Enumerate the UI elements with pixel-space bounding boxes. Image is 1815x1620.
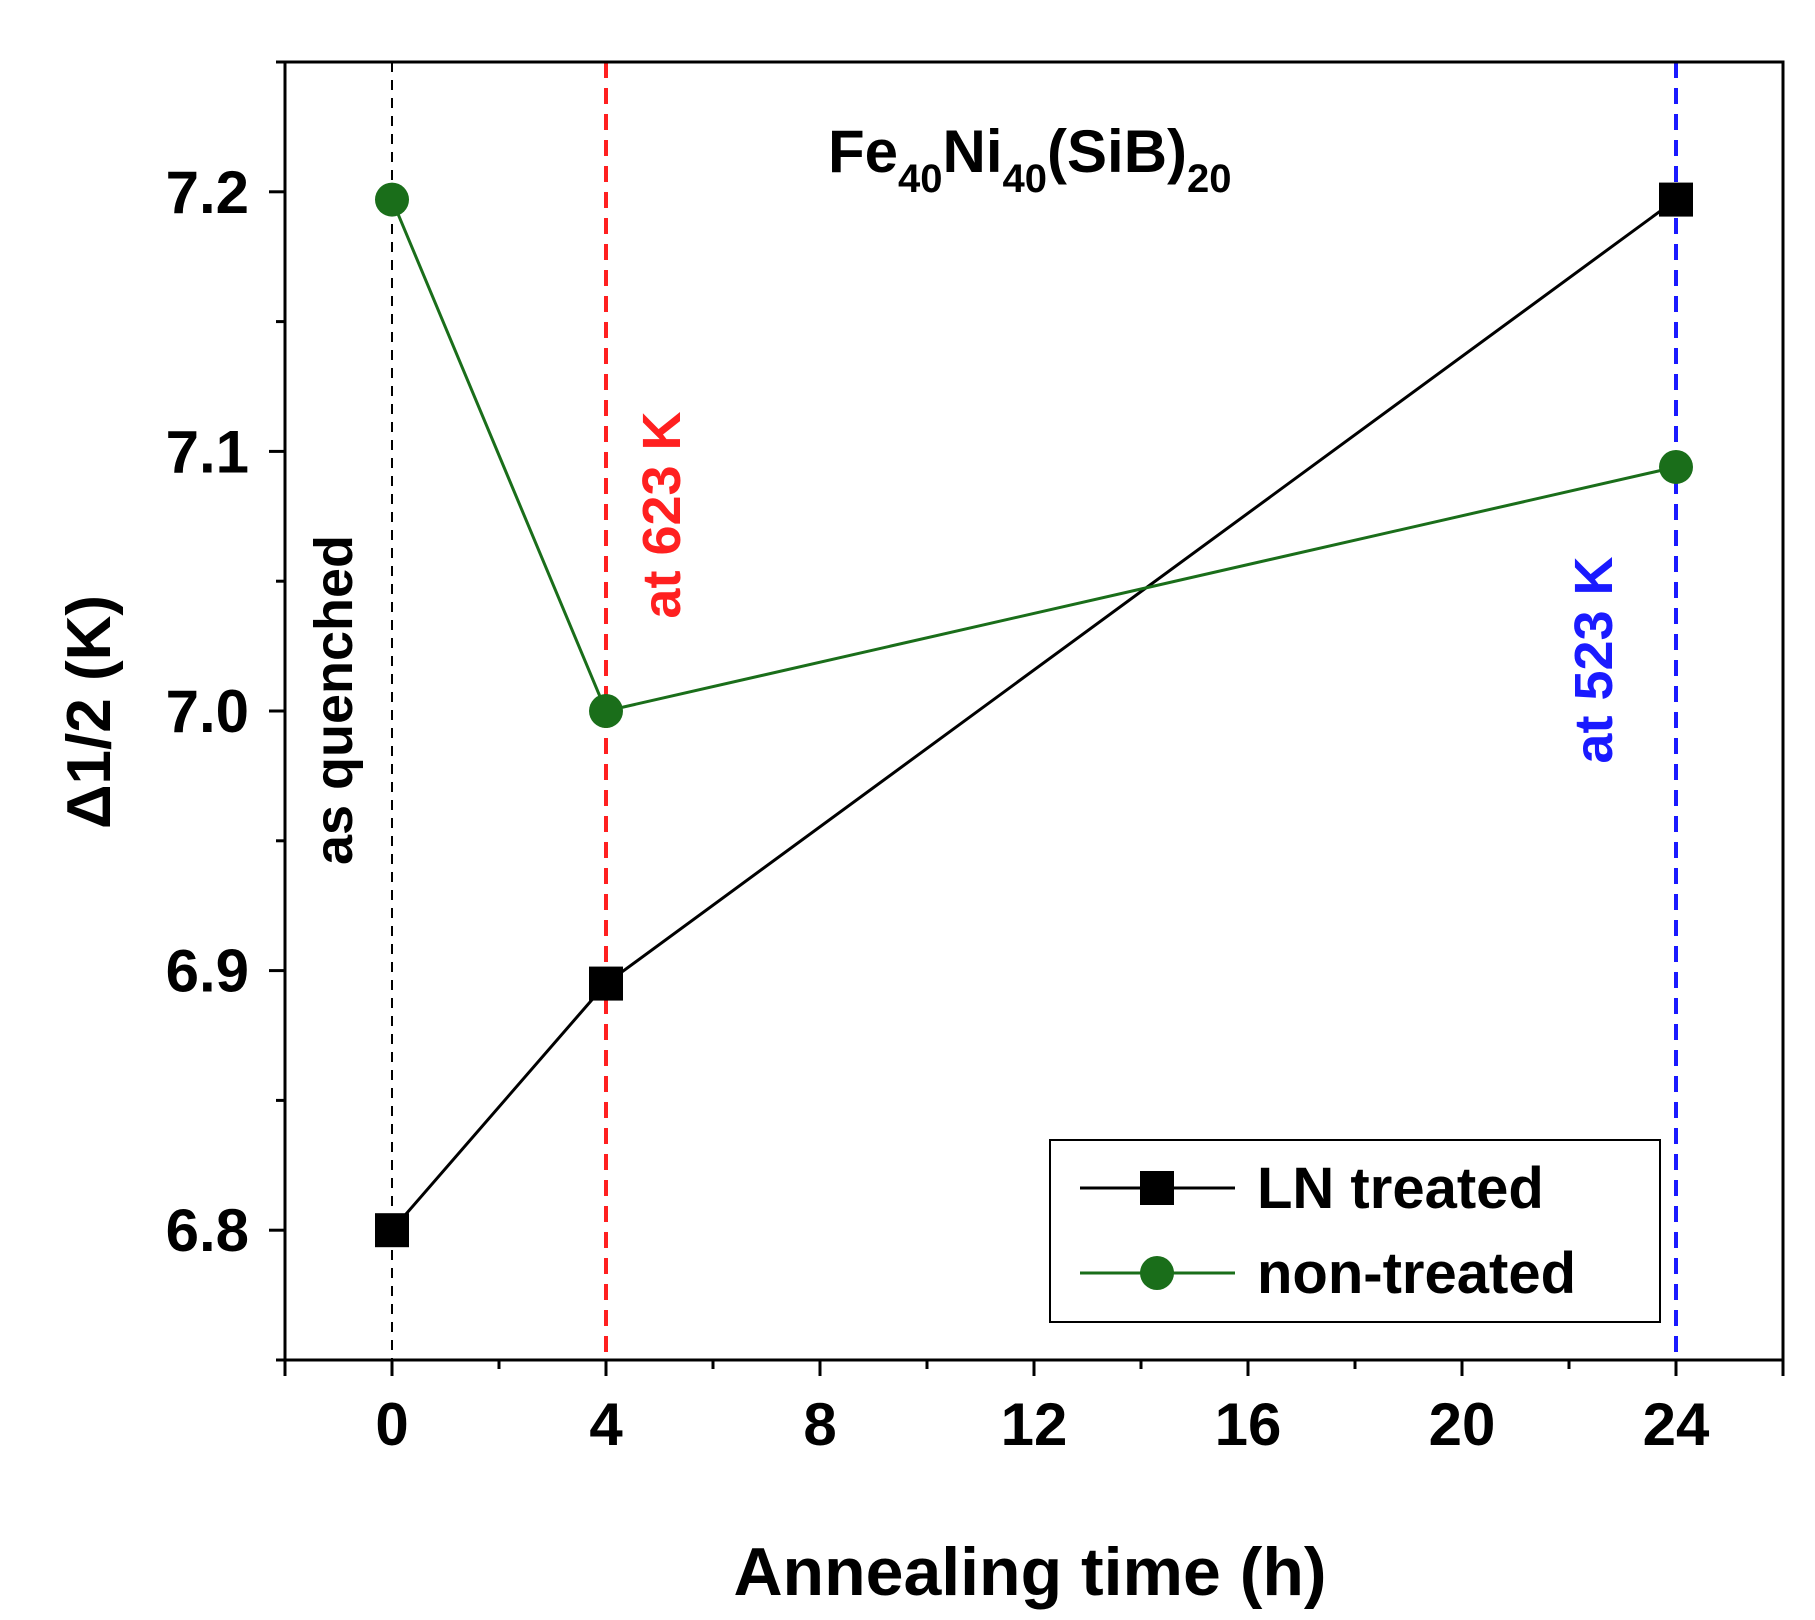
legend: LN treated non-treated: [1049, 1139, 1661, 1323]
x-tick-label: 16: [1215, 1391, 1282, 1458]
x-tick-label: 4: [589, 1391, 623, 1458]
reference-lines: [391, 62, 1678, 1360]
data-point-ln-treated: [589, 966, 623, 1001]
data-point-non-treated: [375, 182, 409, 217]
x-axis-label: Annealing time (h): [733, 1534, 1326, 1610]
data-point-non-treated: [1659, 449, 1693, 484]
legend-marker-ln-treated: [1140, 1171, 1174, 1205]
chart-title: Fe40Ni40(SiB)20: [828, 118, 1232, 201]
y-tick-label: 7.0: [166, 678, 249, 745]
annotation-as-quenched: as quenched: [304, 535, 364, 865]
x-tick-label: 20: [1429, 1391, 1496, 1458]
y-tick-label: 7.2: [166, 159, 249, 226]
y-axis-label: Δ1/2 (K): [55, 595, 124, 829]
legend-label-ln-treated: LN treated: [1257, 1156, 1544, 1221]
legend-box: [1049, 1139, 1661, 1323]
x-tick-label: 0: [375, 1391, 408, 1458]
legend-label-non-treated: non-treated: [1257, 1241, 1576, 1306]
data-point-ln-treated: [1659, 182, 1693, 217]
annotation-at-523k: at 523 K: [1564, 556, 1624, 763]
y-tick-label: 6.8: [166, 1197, 249, 1264]
y-tick-label: 7.1: [166, 418, 249, 485]
series-line-0: [390, 198, 1677, 1232]
y-tick-label: 6.9: [166, 938, 249, 1005]
x-tick-label: 24: [1643, 1391, 1710, 1458]
x-tick-label: 12: [1001, 1391, 1068, 1458]
series-layer: [375, 182, 1693, 1248]
legend-marker-non-treated: [1140, 1256, 1174, 1290]
ticks: 0 4 8 12 16 20 24 6.8 6.9 7.0 7.1 7.2: [166, 60, 1785, 1458]
series-line-1: [390, 199, 1677, 713]
annotation-at-623k: at 623 K: [632, 411, 692, 618]
data-point-non-treated: [589, 694, 623, 728]
data-point-ln-treated: [375, 1213, 409, 1248]
x-tick-label: 8: [803, 1391, 836, 1458]
